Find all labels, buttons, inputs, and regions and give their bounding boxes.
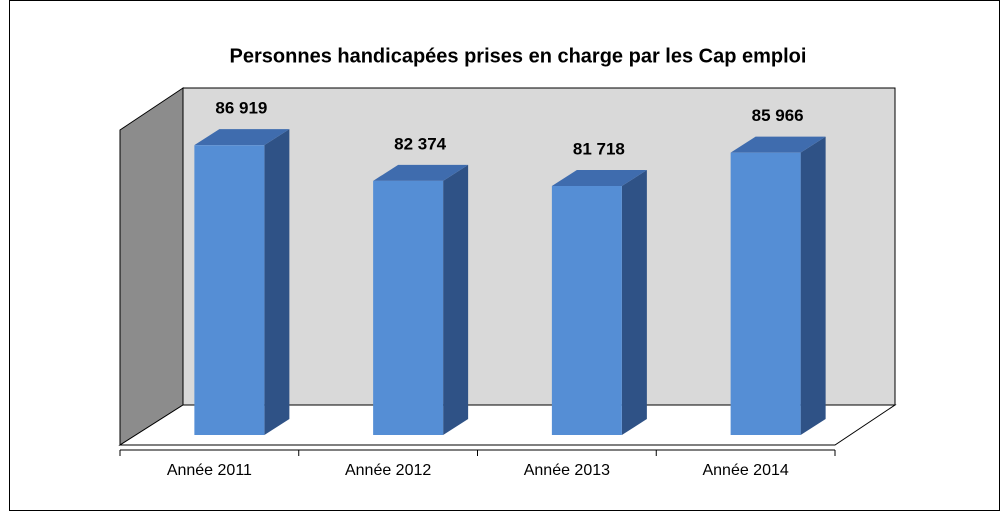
x-tick-label: Année 2014 <box>702 462 788 479</box>
bar <box>730 152 801 435</box>
bar-3d <box>373 164 469 435</box>
data-label: 82 374 <box>394 134 447 153</box>
x-tick-label: Année 2011 <box>167 462 252 479</box>
bar-side <box>800 136 826 435</box>
x-tick-label: Année 2013 <box>524 462 610 479</box>
bar <box>551 186 622 435</box>
bar-3d <box>194 129 290 435</box>
bar-3d <box>551 170 647 435</box>
bar-side <box>264 129 290 435</box>
chart-title: Personnes handicapées prises en charge p… <box>230 45 807 67</box>
bar-top <box>373 164 469 181</box>
data-label: 81 718 <box>573 139 625 158</box>
bar-side <box>443 164 469 435</box>
x-tick-label: Année 2012 <box>345 462 431 479</box>
floor <box>118 404 897 446</box>
bar-top <box>551 170 647 187</box>
data-label: 85 966 <box>752 106 804 125</box>
bar-side <box>621 170 647 435</box>
bar <box>373 180 444 435</box>
bar-top <box>730 136 826 153</box>
bar-top <box>194 129 290 146</box>
data-label: 86 919 <box>215 99 267 118</box>
bar <box>194 145 265 435</box>
side-wall <box>119 87 184 446</box>
bar-3d <box>730 136 826 435</box>
